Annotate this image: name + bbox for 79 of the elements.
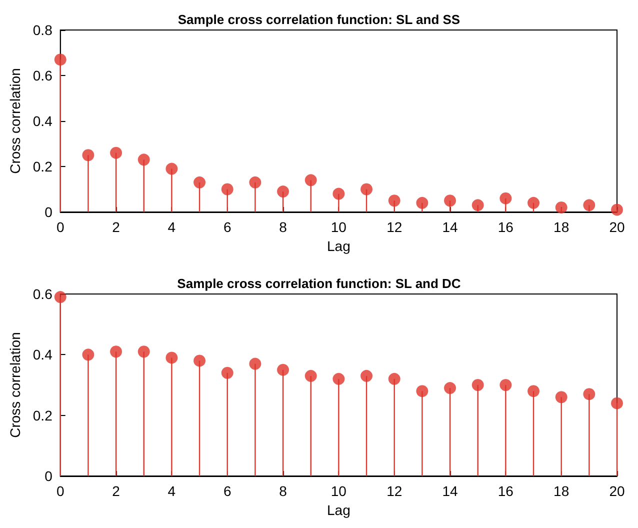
point (611, 397, 623, 410)
x-axis-title: Lag (327, 502, 350, 518)
point (82, 149, 94, 162)
point (360, 183, 373, 196)
point (332, 372, 345, 385)
chart-title: Sample cross correlation function: SL and SS (178, 12, 460, 27)
y-tick-label: 0.6 (32, 68, 53, 84)
x-tick-label: 18 (554, 219, 570, 235)
x-tick-label: 12 (386, 483, 402, 499)
point (277, 364, 290, 376)
x-tick-label: 6 (223, 219, 232, 235)
y-tick-label: 0.4 (32, 346, 53, 363)
point (416, 385, 428, 398)
point (500, 379, 512, 391)
point (249, 176, 262, 188)
point (528, 385, 540, 398)
point (110, 346, 122, 358)
x-tick-label: 0 (56, 483, 64, 499)
point (444, 194, 456, 207)
point (249, 358, 262, 370)
x-tick-label: 20 (609, 219, 625, 235)
point (332, 188, 345, 200)
y-tick-label: 0.4 (32, 113, 53, 129)
point (611, 204, 623, 216)
point (166, 352, 178, 364)
point (416, 196, 428, 209)
point (221, 366, 234, 379)
point (110, 146, 122, 159)
x-tick-label: 14 (442, 483, 458, 499)
x-tick-label: 8 (279, 483, 288, 499)
point (388, 372, 400, 385)
point (472, 199, 484, 212)
y-tick-label: 0.6 (32, 286, 53, 302)
y-axis-title: Cross correlation (7, 68, 23, 174)
x-tick-label: 10 (330, 219, 347, 235)
point (583, 199, 596, 212)
x-tick-label: 20 (609, 483, 625, 499)
x-tick-label: 0 (56, 219, 64, 235)
y-axis-title: Cross correlation (7, 332, 23, 438)
point (138, 154, 150, 166)
x-tick-label: 14 (442, 219, 458, 235)
y-tick-label: 0.2 (32, 158, 53, 174)
x-tick-label: 12 (386, 219, 402, 235)
x-tick-label: 2 (112, 219, 120, 235)
chart-title: Sample cross correlation function: SL and DC (177, 276, 462, 291)
point (82, 348, 94, 361)
point (138, 346, 150, 358)
point (166, 162, 178, 175)
x-tick-label: 6 (223, 483, 232, 499)
point (304, 174, 317, 186)
point (277, 186, 290, 198)
x-tick-label: 16 (498, 483, 514, 499)
point (221, 183, 234, 196)
point (54, 54, 66, 66)
point (54, 291, 66, 304)
x-tick-label: 8 (279, 219, 288, 235)
y-tick-label: 0.8 (32, 22, 53, 38)
point (555, 391, 568, 404)
x-tick-label: 10 (330, 483, 347, 499)
point (528, 196, 540, 209)
y-tick-label: 0.2 (32, 407, 53, 424)
point (472, 379, 484, 391)
x-axis-title: Lag (327, 238, 350, 254)
point (500, 192, 512, 204)
point (444, 382, 456, 394)
x-tick-label: 4 (168, 219, 176, 235)
point (555, 201, 568, 214)
x-tick-label: 2 (112, 483, 120, 499)
point (388, 194, 400, 207)
point (360, 370, 373, 382)
y-tick-label: 0 (44, 468, 53, 484)
point (583, 388, 596, 400)
y-tick-label: 0 (44, 204, 53, 220)
x-tick-label: 16 (498, 219, 514, 235)
point (194, 354, 206, 367)
x-tick-label: 4 (168, 483, 176, 499)
x-tick-label: 18 (554, 483, 570, 499)
point (304, 370, 317, 382)
point (194, 176, 206, 188)
